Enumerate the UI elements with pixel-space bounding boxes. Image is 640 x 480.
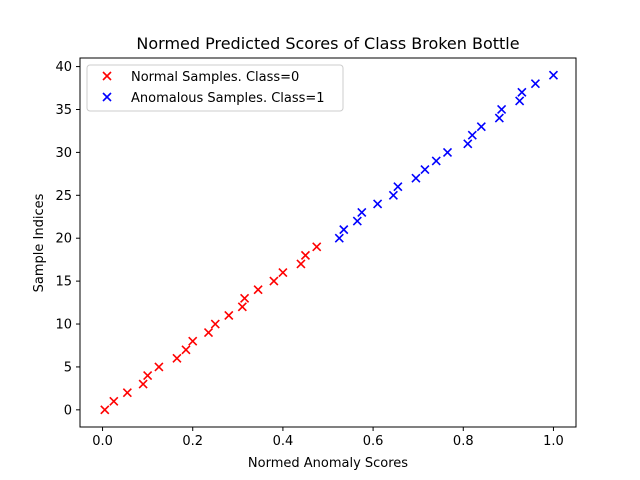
anomalous-sample-marker — [497, 104, 507, 115]
normal-sample-marker — [240, 293, 250, 303]
anomalous-sample-marker — [393, 182, 403, 192]
anomalous-sample-marker — [411, 173, 421, 183]
normal-sample-marker — [122, 388, 132, 398]
anomalous-sample-marker — [467, 130, 477, 140]
y-tick-label: 10 — [55, 318, 72, 333]
normal-sample-marker — [224, 310, 234, 321]
normal-sample-marker — [300, 250, 311, 260]
anomalous-sample-marker — [442, 147, 453, 157]
anomalous-sample-marker — [476, 122, 486, 132]
normal-sample-marker — [109, 396, 119, 406]
normal-sample-marker — [138, 379, 148, 389]
normal-sample-marker — [278, 267, 288, 278]
anomalous-sample-marker — [431, 156, 441, 166]
normal-sample-marker — [181, 345, 191, 355]
x-tick-label: 0.8 — [453, 434, 474, 449]
plot-frame — [79, 57, 577, 428]
legend-anomalous-marker — [102, 92, 112, 102]
normal-sample-marker — [100, 405, 110, 415]
x-axis-label: Normed Anomaly Scores — [248, 456, 408, 471]
anomalous-sample-marker — [352, 216, 362, 226]
x-axis: 0.0 0.2 0.4 0.6 0.8 1.0 — [92, 427, 564, 449]
anomalous-sample-marker — [463, 139, 473, 149]
normal-sample-marker — [154, 362, 164, 372]
anomalous-sample-marker — [357, 207, 367, 218]
chart-title: Normed Predicted Scores of Class Broken … — [136, 34, 519, 53]
y-tick-label: 5 — [64, 360, 72, 375]
anomalous-sample-marker — [339, 225, 349, 235]
anomalous-sample-marker — [420, 164, 430, 175]
anomalous-sample-marker — [530, 79, 540, 89]
anomalous-sample-marker — [388, 190, 398, 200]
normal-sample-marker — [188, 336, 198, 346]
normal-sample-marker — [203, 328, 214, 338]
anomalous-sample-marker — [517, 87, 527, 97]
y-tick-label: 30 — [55, 146, 72, 161]
legend: Normal Samples. Class=0 Anomalous Samples… — [86, 64, 344, 112]
x-tick-label: 1.0 — [543, 434, 564, 449]
y-tick-label: 20 — [55, 232, 72, 247]
normal-sample-marker — [296, 259, 306, 269]
y-tick-label: 0 — [64, 403, 72, 418]
x-tick-label: 0.0 — [92, 434, 113, 449]
data-markers — [100, 70, 559, 415]
normal-sample-marker — [253, 285, 263, 295]
legend-normal-marker — [102, 71, 112, 81]
legend-box — [86, 64, 344, 112]
anomalous-sample-marker — [515, 96, 525, 106]
legend-label-normal: Normal Samples. Class=0 — [131, 70, 299, 85]
y-tick-label: 15 — [55, 275, 72, 290]
y-tick-label: 25 — [55, 189, 72, 204]
normal-sample-marker — [210, 319, 220, 329]
legend-label-anomalous: Anomalous Samples. Class=1 — [131, 91, 325, 106]
normal-sample-marker — [237, 302, 247, 312]
y-axis: 0 5 10 15 20 25 30 35 40 — [55, 60, 80, 418]
x-tick-label: 0.6 — [363, 434, 384, 449]
anomalous-sample-marker — [373, 199, 383, 209]
normal-sample-marker — [172, 353, 182, 363]
plot-area — [79, 57, 577, 428]
normal-sample-marker — [312, 242, 322, 252]
x-tick-label: 0.4 — [273, 434, 294, 449]
y-tick-label: 35 — [55, 103, 72, 118]
anomalous-sample-marker — [548, 70, 559, 80]
normal-sample-marker — [143, 370, 153, 381]
x-tick-label: 0.2 — [182, 434, 203, 449]
anomalous-sample-marker — [494, 113, 504, 123]
y-tick-label: 40 — [55, 60, 72, 75]
anomalous-sample-marker — [334, 233, 344, 243]
normal-sample-marker — [269, 276, 279, 286]
y-axis-label: Sample Indices — [32, 193, 47, 292]
